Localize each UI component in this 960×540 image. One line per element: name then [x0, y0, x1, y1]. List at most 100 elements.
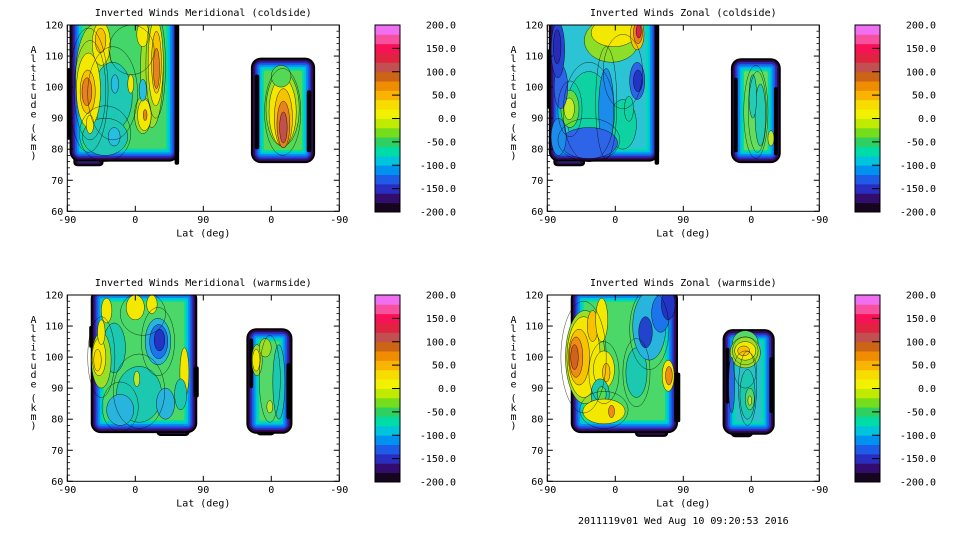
colorbar-band: [375, 174, 400, 185]
contour-feature: [133, 370, 141, 387]
y-tick-label: 80: [531, 415, 543, 426]
colorbar-band: [375, 202, 400, 213]
y-axis-title-char: ): [510, 151, 516, 162]
contour-feature: [266, 400, 274, 414]
y-axis-title-char: e: [510, 379, 516, 390]
colorbar-label: 0.0: [438, 114, 456, 125]
contour-line: [738, 350, 757, 426]
contour-dense-band: [249, 338, 254, 389]
y-axis-title-char: l: [30, 324, 36, 335]
colorbar-band: [855, 174, 880, 185]
y-tick-label: 60: [51, 477, 63, 488]
colorbar-band: [855, 369, 880, 380]
contour-dense-band: [193, 366, 199, 398]
y-tick-label: 60: [531, 207, 543, 218]
contour-dense-band: [654, 25, 660, 165]
contour-feature: [252, 349, 261, 372]
contour-line: [629, 295, 670, 370]
colorbar-band: [855, 137, 880, 147]
y-axis-title-char: k: [30, 403, 36, 414]
colorbar-label: 0.0: [438, 384, 456, 395]
contour-feature: [747, 395, 752, 406]
contour-feature: [553, 29, 562, 65]
x-tick-label: 0: [748, 215, 754, 226]
x-axis-title: Lat (deg): [656, 498, 710, 509]
y-axis-title-char: t: [510, 82, 516, 93]
contour-line: [87, 316, 116, 398]
footer-timestamp: 2011119v01 Wed Aug 10 09:20:53 2016: [578, 516, 789, 527]
contour-line: [748, 71, 767, 153]
contour-feature: [107, 127, 121, 147]
y-tick-label: 70: [51, 446, 63, 457]
contour-line: [595, 46, 618, 159]
contour-line: [79, 105, 132, 162]
plot-area: [547, 25, 820, 212]
contour-dense-band: [773, 87, 778, 156]
colorbar-band: [855, 323, 880, 333]
x-axis-title: Lat (deg): [176, 228, 230, 239]
colorbar-band: [855, 425, 880, 436]
contour-feature: [638, 316, 653, 349]
y-axis-title-char: A: [30, 45, 36, 56]
contour-feature: [81, 77, 93, 106]
colorbar-band: [375, 81, 400, 91]
colorbar-band: [855, 25, 880, 35]
colorbar-label: -100.0: [420, 431, 456, 442]
colorbar-band: [855, 109, 880, 119]
contour-feature: [748, 74, 757, 119]
x-tick-label: 90: [677, 215, 689, 226]
y-axis-title-char: l: [510, 54, 516, 65]
contour-feature: [590, 25, 637, 47]
contour-feature: [110, 74, 119, 94]
colorbar: 200.0 150.0 100.0 50.0 0.0 -50.0 -100.0 -150.0 -…: [854, 291, 936, 489]
colorbar-band: [375, 323, 400, 333]
colorbar-band: [375, 90, 400, 101]
colorbar: 200.0 150.0 100.0 50.0 0.0 -50.0 -100.0 -150.0 -…: [854, 21, 936, 219]
colorbar-label: 150.0: [426, 44, 456, 55]
colorbar-band: [855, 155, 880, 166]
contour-dense-band: [733, 77, 738, 153]
colorbar-band: [855, 165, 880, 175]
y-tick-label: 90: [531, 384, 543, 395]
y-axis-title-char: i: [30, 343, 36, 354]
y-tick-label: 110: [45, 52, 63, 63]
y-axis-title-char: m: [510, 142, 516, 153]
contour-dense-band: [674, 372, 681, 423]
colorbar-label: 200.0: [906, 291, 936, 302]
x-tick-label: -90: [58, 215, 76, 226]
y-axis-title-char: ): [510, 421, 516, 432]
colorbar-band: [855, 407, 880, 417]
colorbar-band: [375, 407, 400, 417]
colorbar-band: [855, 193, 880, 204]
y-axis-title-char: m: [510, 412, 516, 423]
colorbar-label: -200.0: [420, 208, 456, 219]
contour-dense-band: [547, 49, 551, 109]
colorbar-band: [375, 472, 400, 483]
colorbar-label: 150.0: [426, 314, 456, 325]
contour-line: [733, 350, 757, 389]
y-axis-title-char: t: [30, 352, 36, 363]
colorbar-band: [855, 453, 880, 464]
y-axis-title-char: i: [510, 73, 516, 84]
y-axis-title-char: d: [30, 370, 36, 381]
colorbar-label: 100.0: [906, 67, 936, 78]
contour-line: [141, 307, 175, 376]
contour-feature: [624, 96, 634, 122]
colorbar-band: [375, 71, 400, 82]
colorbar-label: -150.0: [900, 184, 936, 195]
contour-feature: [279, 111, 288, 144]
colorbar-band: [855, 416, 880, 427]
contour-feature: [258, 338, 272, 358]
contour-line: [108, 25, 155, 75]
y-axis-title-char: (: [30, 124, 36, 135]
y-tick-label: 120: [525, 291, 543, 302]
colorbar-label: -50.0: [426, 137, 456, 148]
colorbar-band: [855, 388, 880, 399]
colorbar-band: [855, 53, 880, 63]
y-axis-title-char: e: [30, 379, 36, 390]
contour-feature: [153, 328, 166, 352]
x-tick-label: -90: [538, 485, 556, 496]
contour-line: [560, 300, 607, 414]
x-tick-label: -90: [330, 215, 348, 226]
x-tick-label: 0: [612, 485, 618, 496]
